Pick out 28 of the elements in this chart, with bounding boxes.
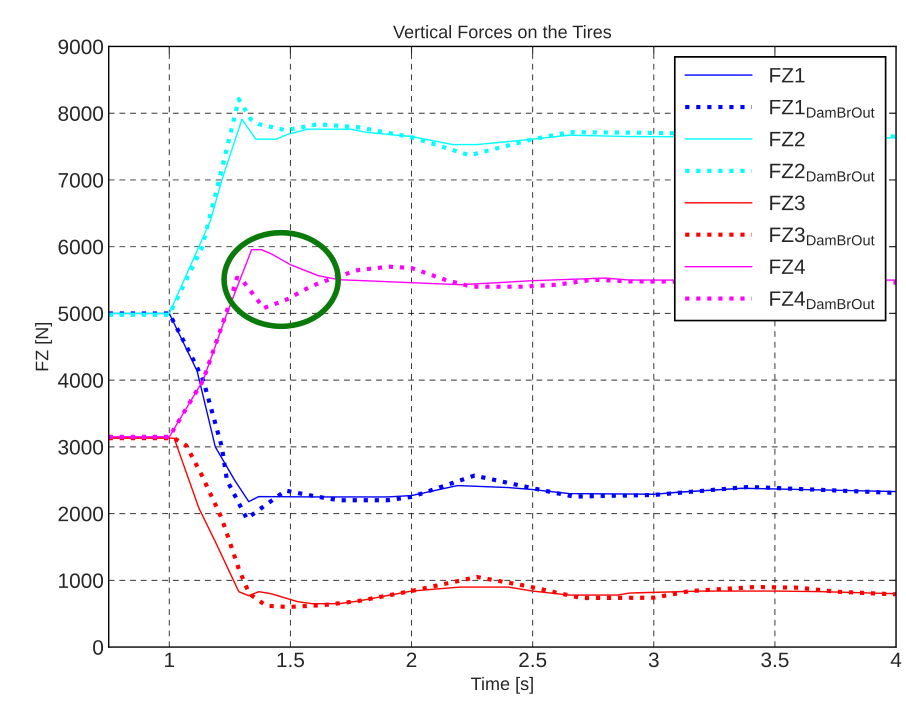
x-tick-label: 2.5 (519, 652, 546, 668)
y-tick-label: 8000 (58, 106, 104, 121)
y-tick-label: 7000 (58, 172, 104, 188)
legend-label: FZ1 (770, 68, 805, 82)
y-tick-label: 9000 (58, 39, 104, 54)
y-tick-label: 6000 (58, 240, 104, 254)
x-tick-label: 1 (165, 652, 174, 668)
y-tick-label: 2000 (58, 506, 104, 522)
x-tick-label: 4 (890, 652, 902, 668)
y-tick-label: 5000 (58, 306, 104, 322)
x-tick-label: 3 (648, 652, 659, 668)
legend-label: FZ3$_{DamBrOut}$ (770, 227, 875, 246)
legend-label: FZ4$_{DamBrOut}$ (770, 291, 875, 310)
x-tick-label: 1.5 (278, 652, 304, 668)
y-tick-label: 0 (93, 640, 104, 655)
legend-label: FZ2$_{DamBrOut}$ (770, 164, 875, 182)
y-tick-label: 1000 (59, 573, 104, 588)
legend-label: FZ3 (770, 196, 805, 210)
legend-label: FZ1$_{DamBrOut}$ (770, 100, 875, 118)
legend-label: FZ2 (770, 132, 805, 146)
x-tick-label: 3.5 (761, 652, 789, 668)
x-tick-label: 2 (406, 652, 416, 668)
chart-title: Vertical Forces on the Tires (393, 25, 612, 38)
x-axis-title: Time [s] (471, 676, 533, 694)
y-tick-label: 3000 (58, 440, 104, 455)
legend-label: FZ4 (770, 260, 805, 274)
y-tick-label: 4000 (58, 373, 104, 388)
y-axis-title: FZ [N] (35, 322, 52, 370)
